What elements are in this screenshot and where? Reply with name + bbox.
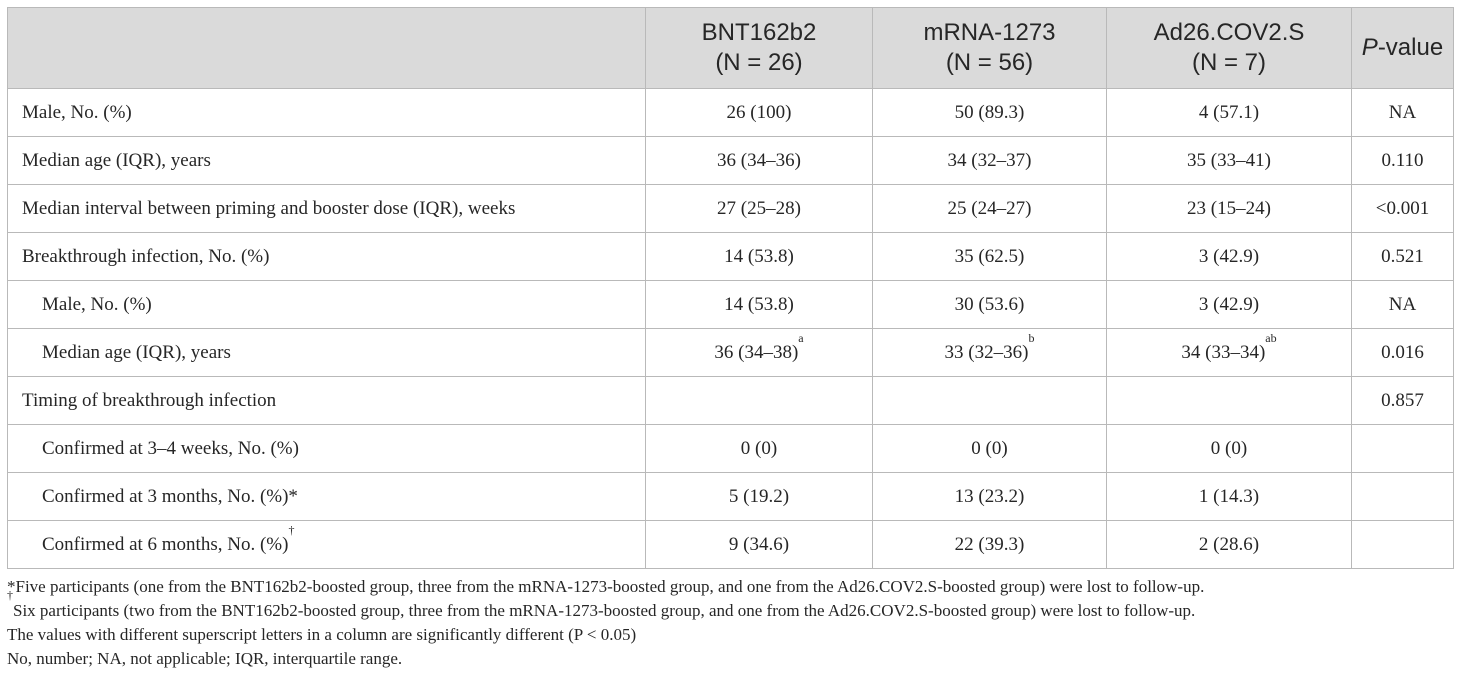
header-bnt162b2-n: (N = 26) [715, 49, 803, 76]
cell-mrna1273: 25 (24–27) [872, 184, 1107, 233]
cell-ad26: 23 (15–24) [1106, 184, 1352, 233]
cell-mrna1273: 35 (62.5) [872, 232, 1107, 281]
table-header: BNT162b2 (N = 26) mRNA-1273 (N = 56) Ad2… [7, 7, 1454, 89]
table-row: Confirmed at 3 months, No. (%)* 5 (19.2)… [7, 472, 1454, 521]
header-ad26-n: (N = 7) [1191, 49, 1266, 76]
footnote-dagger: †Six participants (two from the BNT162b2… [7, 589, 1453, 623]
cell-ad26: 3 (42.9) [1106, 280, 1352, 329]
cell-mrna1273: 30 (53.6) [872, 280, 1107, 329]
header-bnt162b2: BNT162b2 (N = 26) [645, 7, 873, 89]
header-p-value: P-value [1351, 7, 1454, 89]
cell-mrna1273 [872, 376, 1107, 425]
cell-p-value: 0.016 [1351, 328, 1454, 377]
row-label: Male, No. (%) [7, 88, 646, 137]
row-label-text: Confirmed at 6 months, No. (%) [42, 533, 289, 555]
table-row: Timing of breakthrough infection 0.857 [7, 376, 1454, 425]
header-ad26: Ad26.COV2.S (N = 7) [1106, 7, 1352, 89]
cell-bnt162b2: 9 (34.6) [645, 520, 873, 569]
table-row: Breakthrough infection, No. (%) 14 (53.8… [7, 232, 1454, 281]
cell-p-value: 0.110 [1351, 136, 1454, 185]
row-label: Median age (IQR), years [7, 136, 646, 185]
footnote-asterisk: *Five participants (one from the BNT162b… [7, 577, 1205, 596]
cell-ad26: 2 (28.6) [1106, 520, 1352, 569]
cell-p-value: 0.521 [1351, 232, 1454, 281]
superscript-letter: b [1028, 330, 1035, 345]
superscript-letter: ab [1265, 330, 1277, 345]
cell-p-value: 0.857 [1351, 376, 1454, 425]
cell-ad26: 0 (0) [1106, 424, 1352, 473]
row-label: Male, No. (%) [7, 280, 646, 329]
table-row: Confirmed at 3–4 weeks, No. (%) 0 (0) 0 … [7, 424, 1454, 473]
row-label: Breakthrough infection, No. (%) [7, 232, 646, 281]
superscript-letter: a [798, 330, 804, 345]
cell-p-value: NA [1351, 280, 1454, 329]
cell-p-value [1351, 520, 1454, 569]
cell-mrna1273: 50 (89.3) [872, 88, 1107, 137]
header-p-rest: -value [1377, 34, 1444, 61]
dagger-mark: † [7, 588, 13, 602]
header-ad26-name: Ad26.COV2.S [1153, 19, 1305, 46]
table-row: Median age (IQR), years 36 (34–36) 34 (3… [7, 136, 1454, 185]
cell-ad26: 3 (42.9) [1106, 232, 1352, 281]
footnote-abbreviations: No, number; NA, not applicable; IQR, int… [7, 649, 403, 668]
cell-p-value [1351, 424, 1454, 473]
table-row: Male, No. (%) 26 (100) 50 (89.3) 4 (57.1… [7, 88, 1454, 137]
cell-bnt162b2: 27 (25–28) [645, 184, 873, 233]
cell-bnt162b2: 5 (19.2) [645, 472, 873, 521]
header-mrna1273-n: (N = 56) [945, 49, 1034, 76]
row-label: Timing of breakthrough infection [7, 376, 646, 425]
cell-bnt162b2: 26 (100) [645, 88, 873, 137]
row-label: Confirmed at 6 months, No. (%)† [7, 520, 646, 569]
cell-mrna1273: 22 (39.3) [872, 520, 1107, 569]
results-table: BNT162b2 (N = 26) mRNA-1273 (N = 56) Ad2… [7, 7, 1454, 569]
header-row: BNT162b2 (N = 26) mRNA-1273 (N = 56) Ad2… [7, 7, 1454, 89]
dagger-mark: † [288, 522, 295, 537]
cell-value: 33 (32–36) [944, 341, 1029, 363]
cell-mrna1273: 34 (32–37) [872, 136, 1107, 185]
header-mrna1273: mRNA-1273 (N = 56) [872, 7, 1107, 89]
cell-p-value [1351, 472, 1454, 521]
cell-mrna1273: 0 (0) [872, 424, 1107, 473]
table-row: Median age (IQR), years 36 (34–38)a 33 (… [7, 328, 1454, 377]
table-body: Male, No. (%) 26 (100) 50 (89.3) 4 (57.1… [7, 88, 1454, 569]
row-label: Median age (IQR), years [7, 328, 646, 377]
row-label: Median interval between priming and boos… [7, 184, 646, 233]
cell-p-value: <0.001 [1351, 184, 1454, 233]
cell-value: 36 (34–38) [714, 341, 799, 363]
cell-ad26: 35 (33–41) [1106, 136, 1352, 185]
table-row: Male, No. (%) 14 (53.8) 30 (53.6) 3 (42.… [7, 280, 1454, 329]
cell-ad26: 34 (33–34)ab [1106, 328, 1352, 377]
cell-ad26: 4 (57.1) [1106, 88, 1352, 137]
header-mrna1273-name: mRNA-1273 [923, 19, 1056, 46]
table-container: BNT162b2 (N = 26) mRNA-1273 (N = 56) Ad2… [7, 7, 1454, 671]
cell-bnt162b2: 36 (34–38)a [645, 328, 873, 377]
cell-p-value: NA [1351, 88, 1454, 137]
row-label: Confirmed at 3–4 weeks, No. (%) [7, 424, 646, 473]
row-label: Confirmed at 3 months, No. (%)* [7, 472, 646, 521]
cell-value: 34 (33–34) [1181, 341, 1266, 363]
cell-ad26: 1 (14.3) [1106, 472, 1352, 521]
cell-ad26 [1106, 376, 1352, 425]
cell-bnt162b2: 14 (53.8) [645, 232, 873, 281]
footnote-dagger-text: Six participants (two from the BNT162b2-… [13, 601, 1196, 620]
cell-bnt162b2: 14 (53.8) [645, 280, 873, 329]
table-footnotes: *Five participants (one from the BNT162b… [7, 575, 1453, 671]
header-p-italic: P [1361, 34, 1378, 61]
cell-bnt162b2: 0 (0) [645, 424, 873, 473]
header-blank-cell [7, 7, 646, 89]
header-bnt162b2-name: BNT162b2 [701, 19, 817, 46]
cell-bnt162b2: 36 (34–36) [645, 136, 873, 185]
cell-bnt162b2 [645, 376, 873, 425]
footnote-superscript-letters: The values with different superscript le… [7, 625, 637, 644]
table-row: Median interval between priming and boos… [7, 184, 1454, 233]
cell-mrna1273: 13 (23.2) [872, 472, 1107, 521]
cell-mrna1273: 33 (32–36)b [872, 328, 1107, 377]
table-row: Confirmed at 6 months, No. (%)† 9 (34.6)… [7, 520, 1454, 569]
